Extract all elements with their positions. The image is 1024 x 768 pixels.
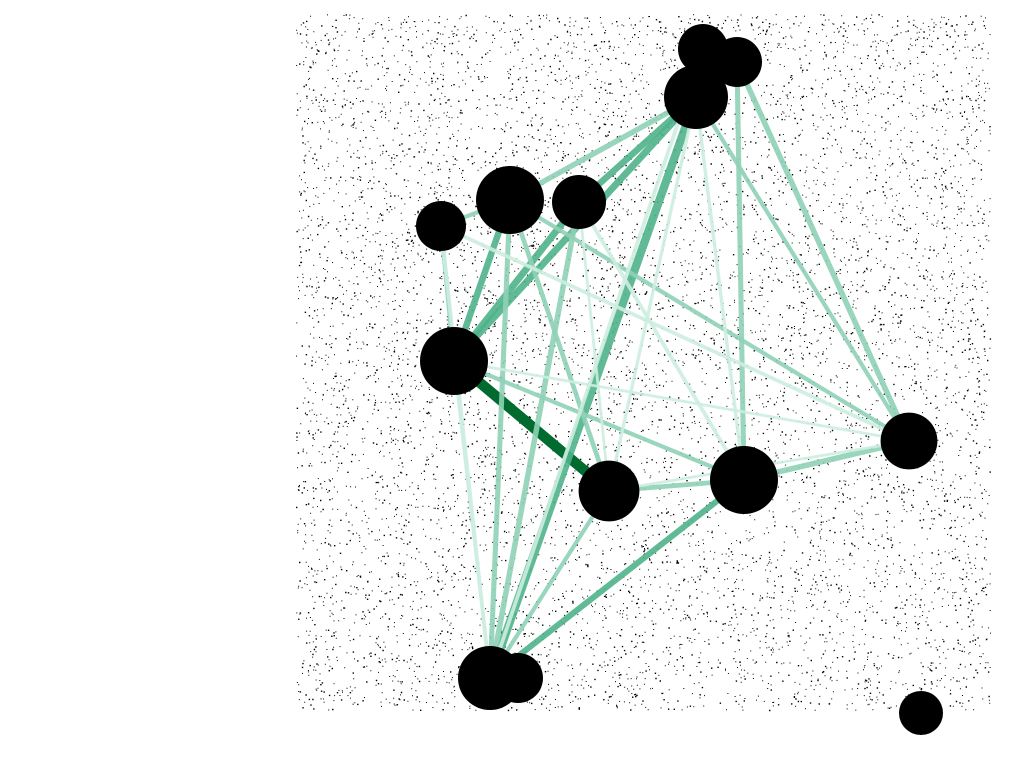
graph-edge-n9-n11 — [488, 477, 746, 681]
graph-edge-n5-n8 — [577, 201, 611, 492]
graph-node-n2[interactable] — [712, 37, 762, 87]
graph-edge-n4-n8 — [507, 199, 612, 492]
node-layer — [416, 24, 943, 735]
graph-edge-n4-n10 — [508, 198, 911, 443]
graph-node-n4[interactable] — [476, 166, 544, 234]
graph-edge-n7-n11 — [452, 360, 492, 679]
graph-edge-n3-n8 — [607, 96, 698, 492]
graph-edge-n5-n9 — [577, 201, 746, 481]
graph-node-n10[interactable] — [880, 412, 938, 470]
graph-edge-n8-n11 — [488, 489, 611, 680]
graph-edge-n7-n10 — [453, 359, 910, 443]
graph-edge-n3-n10 — [694, 95, 911, 443]
graph-edge-n3-n9 — [694, 96, 746, 481]
graph-node-n5[interactable] — [552, 175, 606, 229]
graph-node-n13[interactable] — [899, 691, 943, 735]
graph-node-n7[interactable] — [420, 327, 488, 395]
graph-edge-n6-n10 — [440, 224, 910, 443]
graph-edge-n3-n4 — [508, 94, 698, 203]
graph-edge-n4-n11 — [487, 199, 513, 679]
graph-edge-n7-n9 — [453, 359, 745, 482]
graph-edge-n2-n10 — [734, 60, 912, 443]
graph-node-n6[interactable] — [416, 201, 466, 251]
graph-node-n12[interactable] — [493, 653, 543, 703]
graph-edge-n2-n9 — [734, 61, 747, 481]
graph-node-n9[interactable] — [710, 446, 778, 514]
graph-node-n8[interactable] — [578, 460, 640, 522]
graph-node-n3[interactable] — [664, 65, 728, 129]
noise-panel-base — [296, 14, 990, 710]
